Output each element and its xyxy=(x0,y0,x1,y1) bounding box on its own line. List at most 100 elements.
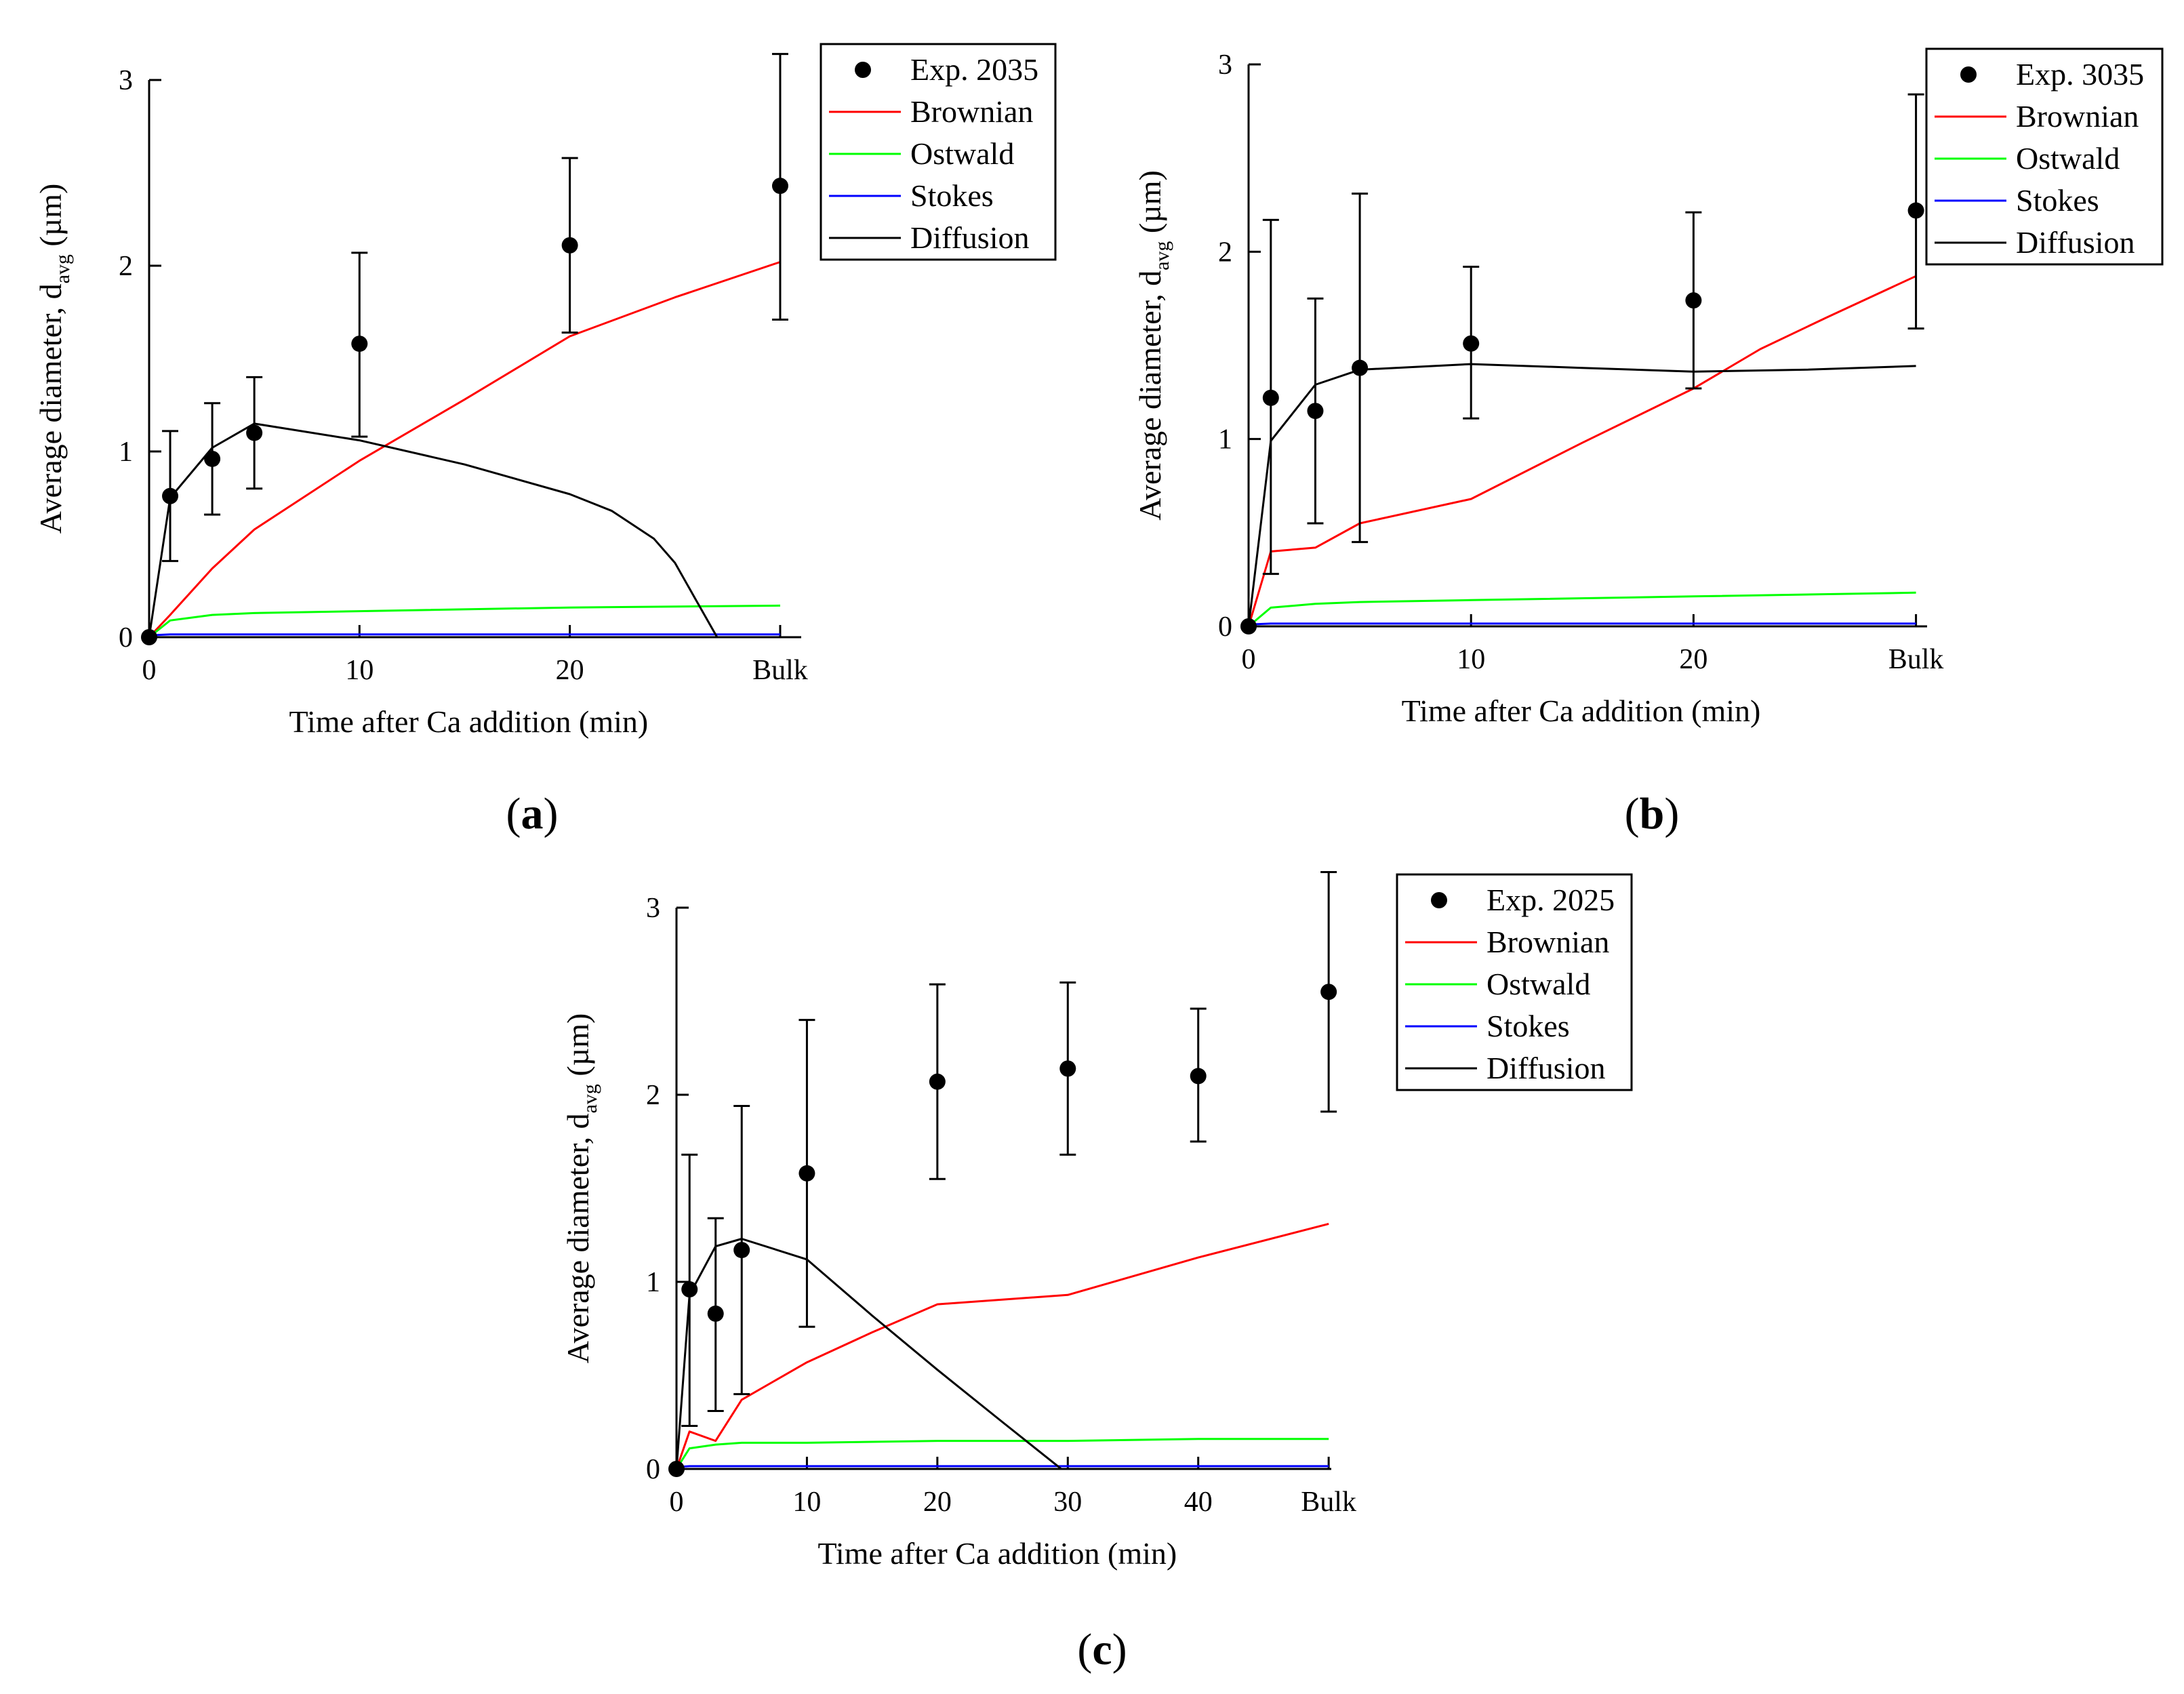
y-tick-label: 3 xyxy=(119,65,133,96)
data-point xyxy=(246,424,263,441)
series-line-diffusion xyxy=(1247,363,1916,627)
series-line-brownian xyxy=(1247,275,1917,627)
series-line-ostwald xyxy=(675,1438,1329,1470)
y-axis-label: Average diameter, davg (µm) xyxy=(561,1013,601,1364)
legend-label: Brownian xyxy=(2016,99,2139,134)
legend-box xyxy=(1925,47,2164,266)
legend-marker xyxy=(1960,66,1977,83)
y-tick-label: 0 xyxy=(1218,611,1232,643)
x-tick-label: Bulk xyxy=(752,655,808,686)
series-line-ostwald xyxy=(148,604,781,639)
legend-label: Exp. 3035 xyxy=(2016,57,2144,92)
y-tick-label: 2 xyxy=(646,1080,660,1111)
caption-letter: a xyxy=(521,789,544,839)
data-point xyxy=(929,1073,946,1090)
chart-a: 0 10 20 Bulk 0 1 2 3 Time after Ca addition (min… xyxy=(33,43,1057,839)
panel-caption: (b) xyxy=(1625,789,1680,839)
data-point xyxy=(561,237,578,254)
caption-paren: ( xyxy=(1625,789,1640,839)
data-point xyxy=(681,1281,698,1298)
legend-label: Stokes xyxy=(1487,1009,1570,1043)
data-point xyxy=(771,178,788,195)
data-point xyxy=(204,450,221,467)
x-tick-label: Bulk xyxy=(1301,1487,1356,1518)
series-line-ostwald xyxy=(1248,591,1916,628)
data-point xyxy=(707,1305,724,1322)
x-tick-label: Bulk xyxy=(1888,644,1944,675)
y-tick-label: 1 xyxy=(646,1267,660,1298)
caption-paren: ) xyxy=(1664,789,1679,839)
x-tick-label: 20 xyxy=(556,655,584,686)
x-tick-label: 30 xyxy=(1053,1487,1082,1518)
legend: Exp. 3035 Brownian Ostwald Stokes Diffusion xyxy=(1925,47,2164,266)
legend-marker xyxy=(855,62,871,78)
data-point xyxy=(1685,292,1702,309)
y-tick-label: 3 xyxy=(646,893,660,924)
panel-caption: (a) xyxy=(506,789,559,839)
y-tick-label: 0 xyxy=(646,1454,660,1485)
legend-label: Stokes xyxy=(910,178,994,213)
y-tick-label: 1 xyxy=(119,437,133,468)
data-point xyxy=(1907,202,1924,219)
panel-caption: (c) xyxy=(1077,1625,1127,1674)
legend-label: Brownian xyxy=(910,94,1033,129)
y-tick-label: 1 xyxy=(1218,424,1232,456)
x-tick-label: 20 xyxy=(1679,644,1707,675)
data-point xyxy=(1190,1068,1207,1085)
caption-letter: b xyxy=(1640,789,1665,839)
y-axis-label-subscript: avg xyxy=(1151,241,1173,270)
data-point xyxy=(1059,1060,1076,1077)
y-axis-label-subscript: avg xyxy=(52,254,74,283)
y-tick-label: 2 xyxy=(1218,237,1232,268)
x-axis-label: Time after Ca addition (min) xyxy=(817,1536,1177,1571)
chart-c: 0 10 20 30 40 Bulk 0 1 2 3 Time after Ca addition … xyxy=(561,871,1633,1674)
caption-letter: c xyxy=(1092,1625,1112,1674)
legend-label: Ostwald xyxy=(910,136,1014,171)
y-tick-label: 0 xyxy=(119,622,133,653)
series-line-stokes xyxy=(148,633,780,637)
legend-label: Ostwald xyxy=(1487,967,1590,1001)
legend-label: Diffusion xyxy=(1487,1051,1606,1085)
caption-paren: ( xyxy=(1077,1625,1092,1674)
x-tick-label: 0 xyxy=(1242,644,1256,675)
legend-marker xyxy=(1431,892,1447,908)
legend: Exp. 2025 Brownian Ostwald Stokes Diffusion xyxy=(1396,873,1633,1091)
y-axis-label-main: Average diameter, d xyxy=(561,1113,595,1363)
y-axis-label-main: Average diameter, d xyxy=(1133,270,1167,521)
y-axis-label-unit: (µm) xyxy=(33,184,68,254)
x-tick-label: 40 xyxy=(1184,1487,1213,1518)
y-axis-label-subscript: avg xyxy=(579,1084,601,1113)
x-tick-label: 10 xyxy=(792,1487,821,1518)
legend-label: Ostwald xyxy=(2016,141,2120,176)
data-point xyxy=(1463,335,1480,352)
legend-box xyxy=(820,43,1057,261)
caption-paren: ( xyxy=(506,789,521,839)
data-point xyxy=(351,336,368,352)
data-point xyxy=(733,1242,750,1259)
legend-label: Exp. 2025 xyxy=(1487,883,1615,917)
legend-label: Stokes xyxy=(2016,183,2099,218)
y-tick-label: 2 xyxy=(119,251,133,282)
legend: Exp. 2035 Brownian Ostwald Stokes Diffusion xyxy=(820,43,1057,261)
chart-b: 0 10 20 Bulk 0 1 2 3 Time after Ca addition (min… xyxy=(1133,47,2164,839)
y-axis-label-unit: (µm) xyxy=(1133,170,1167,241)
data-point xyxy=(141,629,157,645)
series-line-diffusion xyxy=(675,1238,1062,1470)
series-line-brownian xyxy=(675,1222,1329,1470)
data-point xyxy=(668,1461,685,1477)
data-point xyxy=(1307,403,1324,420)
data-point xyxy=(1320,984,1337,1001)
legend-label: Exp. 2035 xyxy=(910,52,1038,87)
data-point xyxy=(798,1165,815,1182)
y-axis-label: Average diameter, davg (µm) xyxy=(33,184,74,534)
series-line-brownian xyxy=(148,261,781,639)
x-tick-label: 20 xyxy=(923,1487,952,1518)
y-axis-label-main: Average diameter, d xyxy=(33,283,68,533)
legend-label: Brownian xyxy=(1487,925,1609,959)
y-axis-label: Average diameter, davg (µm) xyxy=(1133,170,1173,521)
legend-label: Diffusion xyxy=(2016,225,2135,260)
caption-paren: ) xyxy=(544,789,559,839)
x-tick-label: 10 xyxy=(1457,644,1485,675)
data-point xyxy=(1262,389,1279,406)
